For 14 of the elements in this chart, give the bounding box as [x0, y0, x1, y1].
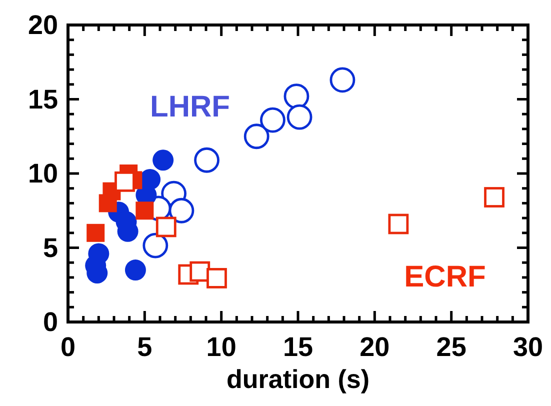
annotation: ECRF: [404, 260, 486, 294]
x-axis-title: duration (s): [226, 364, 370, 394]
x-tick-label: 20: [360, 332, 390, 362]
y-tick-label: 0: [42, 307, 58, 337]
x-tick-label: 5: [137, 332, 152, 362]
y-tick-label: 15: [28, 84, 58, 114]
x-tick-label: 10: [206, 332, 236, 362]
y-tick-label: 10: [28, 158, 58, 188]
y-tick-label: 20: [28, 10, 58, 40]
x-tick-label: 30: [512, 332, 544, 362]
y-tick-label: 5: [42, 232, 58, 263]
x-tick-label: 25: [436, 332, 466, 362]
x-tick-label: 15: [282, 332, 314, 362]
annotation: LHRF: [150, 90, 230, 124]
